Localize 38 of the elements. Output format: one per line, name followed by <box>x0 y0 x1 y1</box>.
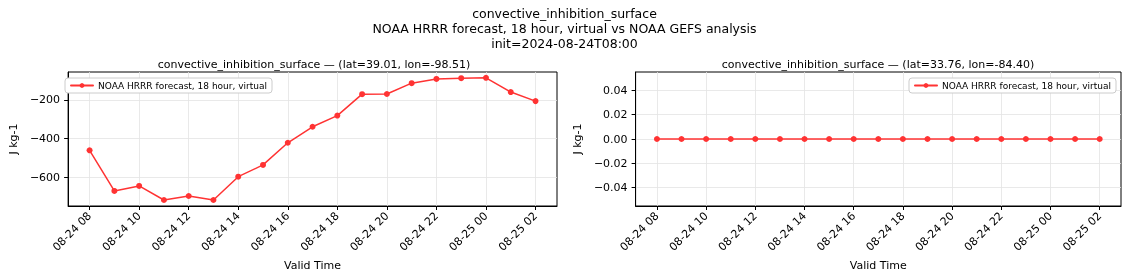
point <box>482 74 489 81</box>
point <box>136 182 143 189</box>
y-tick-label: 0.04 <box>603 83 628 97</box>
x-axis-title: Valid Time <box>849 259 907 272</box>
point <box>383 90 390 97</box>
point <box>309 123 316 130</box>
chart-title: convective_inhibition_surface — (lat=39.01, lon=-98.51) <box>157 58 471 71</box>
y-tick-label: −0.04 <box>593 181 628 195</box>
text: NOAA HRRR forecast, 18 hour, virtual vs NOAA GEFS analysis <box>371 21 758 36</box>
point <box>86 147 93 154</box>
point <box>334 112 341 119</box>
y-tick-label: 0.02 <box>603 108 628 122</box>
y-tick-label: −200 <box>29 93 61 107</box>
point <box>408 80 415 87</box>
y-axis-title: J kg-1 <box>7 123 20 156</box>
legend-label: NOAA HRRR forecast, 18 hour, virtual <box>98 80 268 91</box>
point <box>433 75 440 82</box>
point <box>160 197 167 204</box>
point <box>532 98 539 105</box>
point <box>185 192 192 199</box>
text: init=2024-08-24T08:00 <box>490 36 639 51</box>
legend-label: NOAA HRRR forecast, 18 hour, virtual <box>941 80 1111 91</box>
text: convective_inhibition_surface <box>471 6 658 21</box>
point <box>235 173 242 180</box>
x-axis-title: Valid Time <box>284 259 342 272</box>
point <box>359 91 366 98</box>
point <box>458 75 465 82</box>
y-tick-label: −400 <box>29 132 61 146</box>
y-tick-label: −600 <box>29 170 61 184</box>
point <box>507 89 514 96</box>
point <box>111 187 118 194</box>
point <box>284 139 291 146</box>
y-tick-label: −0.02 <box>593 156 628 170</box>
point <box>210 197 217 204</box>
chart-title: convective_inhibition_surface — (lat=33.76, lon=-84.40) <box>721 58 1035 71</box>
y-tick-label: 0.00 <box>603 132 628 146</box>
point <box>260 161 267 168</box>
y-axis-title: J kg-1 <box>571 123 584 156</box>
